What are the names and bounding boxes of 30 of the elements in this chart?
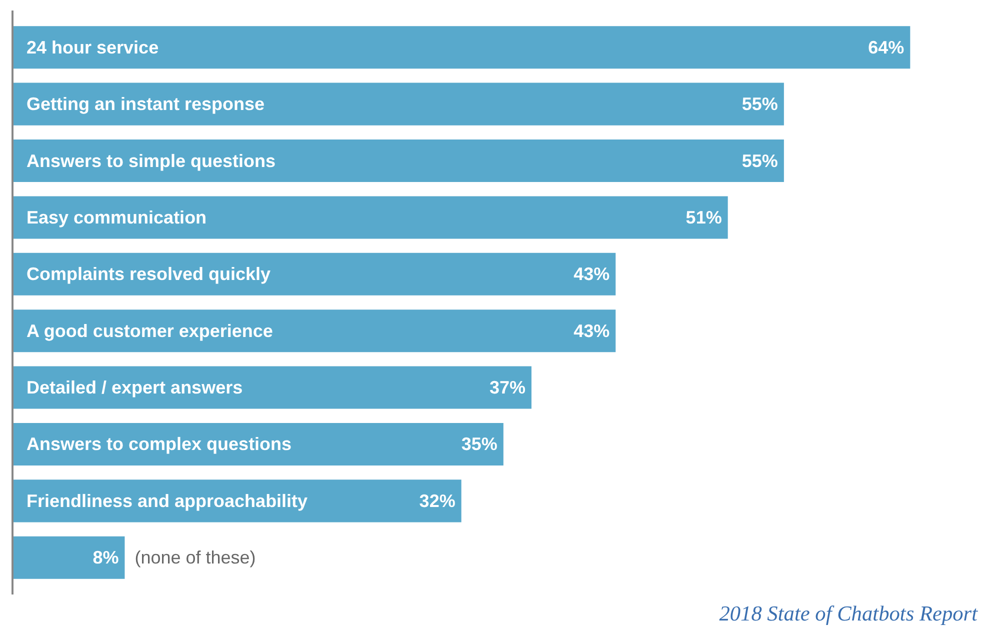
data-label: 55% [742,150,778,171]
bar [12,366,532,409]
data-label: 43% [574,264,610,284]
y-tick-label: Easy communication [26,207,207,228]
y-tick-label: Answers to complex questions [26,434,292,454]
y-tick-label: Friendliness and approachability [26,490,308,511]
y-tick-label: Getting an instant response [26,94,265,114]
data-label: 51% [686,207,722,228]
data-label: 8% [92,548,119,568]
bar [12,536,125,579]
bar [12,82,784,126]
y-tick-label: 24 hour service [26,37,159,58]
data-label: 37% [489,378,526,398]
data-label: 43% [574,320,610,341]
y-tick-label: Answers to simple questions [26,150,276,171]
text: 2018 State of Chatbots Report [719,602,979,626]
bar [12,139,784,182]
y-tick-label: A good customer experience [26,320,273,341]
data-label: 55% [742,94,778,114]
y-tick-label: Detailed / expert answers [26,378,243,398]
bar [12,252,616,296]
bar [12,310,616,352]
bar [12,196,728,239]
bar [12,422,504,466]
y-tick-label: (none of these) [134,548,256,568]
bar [12,26,910,69]
data-label: 64% [868,37,904,58]
data-label: 35% [461,434,498,454]
y-tick-label: Complaints resolved quickly [26,264,271,284]
data-label: 32% [419,490,456,511]
